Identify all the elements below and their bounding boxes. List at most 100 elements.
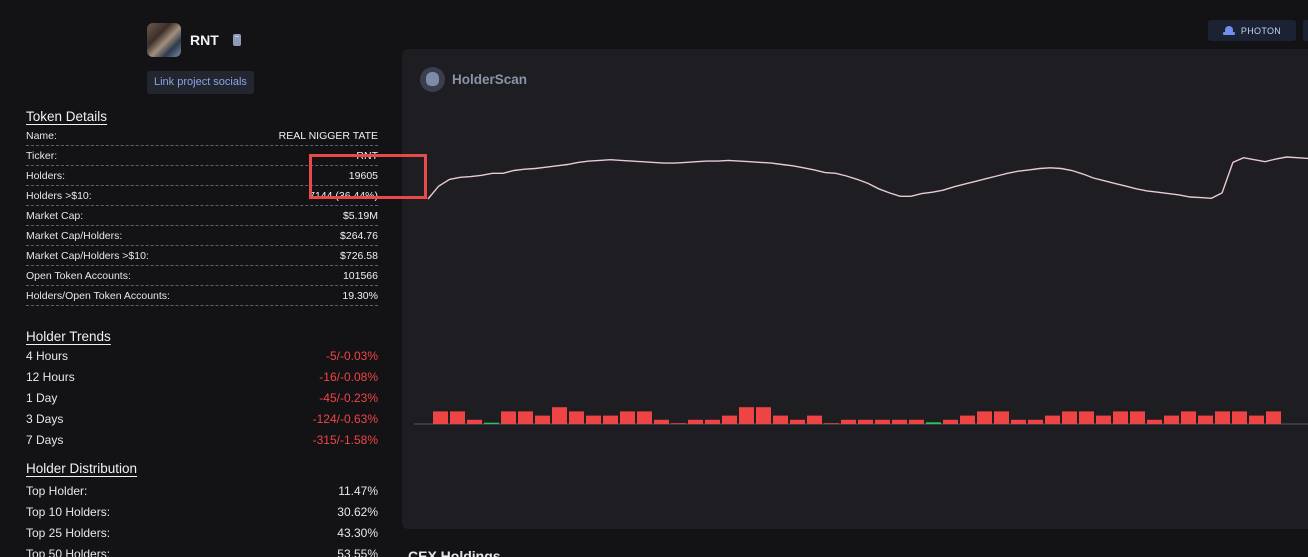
holder-change-bar[interactable] <box>807 415 822 424</box>
holder-change-bar[interactable] <box>977 411 992 424</box>
token-detail-label: Market Cap/Holders: <box>26 229 123 242</box>
holder-change-bar[interactable] <box>1249 415 1264 424</box>
holder-change-bar[interactable] <box>1028 419 1043 424</box>
holder-change-bar[interactable] <box>569 411 584 424</box>
holder-change-bar[interactable] <box>1147 419 1162 424</box>
holderscan-brand-text: HolderScan <box>452 72 528 87</box>
token-detail-label: Open Token Accounts: <box>26 269 131 282</box>
token-sidebar: Token Details Name: REAL NIGGER TATE Ticke… <box>26 108 378 557</box>
holder-change-bar[interactable] <box>552 407 567 424</box>
holder-change-bar[interactable] <box>535 415 550 424</box>
holder-change-bar[interactable] <box>1232 411 1247 424</box>
holder-change-bar[interactable] <box>943 419 958 424</box>
holder-change-bar[interactable] <box>688 419 703 424</box>
cex-holdings-title: CEX Holdings <box>408 548 501 557</box>
holder-change-bar[interactable] <box>518 411 533 424</box>
holder-change-bar[interactable] <box>705 419 720 424</box>
holder-change-bar[interactable] <box>433 411 448 424</box>
holder-change-bar[interactable] <box>960 415 975 424</box>
holder-change-bar[interactable] <box>1266 411 1281 424</box>
holder-change-bar[interactable] <box>875 419 890 424</box>
token-detail-row: Ticker: RNT <box>26 146 378 166</box>
holder-trend-row: 1 Day -45/-0.23% <box>26 388 378 409</box>
holder-change-bar[interactable] <box>1045 415 1060 424</box>
token-detail-value: $726.58 <box>340 249 378 262</box>
holder-change-bar[interactable] <box>1198 415 1213 424</box>
holder-change-bar[interactable] <box>637 411 652 424</box>
token-detail-row: Market Cap/Holders: $264.76 <box>26 226 378 246</box>
holder-trend-row: 4 Hours -5/-0.03% <box>26 346 378 367</box>
token-header: RNT <box>147 22 241 58</box>
token-detail-label: Market Cap: <box>26 209 84 222</box>
holder-change-bar[interactable] <box>858 419 873 424</box>
holder-distribution-label: Top 25 Holders: <box>26 526 111 540</box>
holder-distribution-row: Top Holder: 11.47% <box>26 481 378 502</box>
holder-change-bar[interactable] <box>1062 411 1077 424</box>
holder-change-bar[interactable] <box>1164 415 1179 424</box>
holder-change-bar[interactable] <box>450 411 465 424</box>
copy-icon[interactable] <box>232 34 241 46</box>
holder-trends-list: 4 Hours -5/-0.03% 12 Hours -16/-0.08% 1 Day -… <box>26 346 378 451</box>
holder-change-bar[interactable] <box>620 411 635 424</box>
token-detail-value: 19.30% <box>342 289 378 302</box>
token-detail-value: $5.19M <box>342 209 378 222</box>
token-detail-row: Name: REAL NIGGER TATE <box>26 126 378 146</box>
holder-change-bar[interactable] <box>1215 411 1230 424</box>
holder-change-bar[interactable] <box>722 415 737 424</box>
holder-chart-panel[interactable]: HolderScan <box>402 49 1308 529</box>
holder-change-bar[interactable] <box>773 415 788 424</box>
token-detail-label: Market Cap/Holders >$10: <box>26 249 149 262</box>
holder-distribution-value: 53.55% <box>337 547 378 557</box>
holder-chart[interactable] <box>402 49 1308 529</box>
holder-change-bar[interactable] <box>654 419 669 424</box>
holder-trend-count: -45 <box>319 391 337 405</box>
photon-button[interactable]: PHOTON <box>1208 20 1296 41</box>
holder-change-bar[interactable] <box>1130 411 1145 424</box>
holderscan-brand: HolderScan <box>420 67 527 92</box>
holder-change-bar[interactable] <box>1011 419 1026 424</box>
holder-change-bar[interactable] <box>892 419 907 424</box>
token-avatar[interactable] <box>147 23 181 57</box>
holder-trend-change: -16/-0.08% <box>319 370 378 384</box>
holder-trend-label: 3 Days <box>26 412 64 426</box>
holder-change-bar[interactable] <box>1113 411 1128 424</box>
holder-change-bar[interactable] <box>671 423 686 424</box>
holder-change-bar[interactable] <box>1181 411 1196 424</box>
holder-change-bar[interactable] <box>603 415 618 424</box>
holder-trend-pct: -0.23% <box>339 391 378 405</box>
holder-distribution-list: Top Holder: 11.47% Top 10 Holders: 30.62% To… <box>26 481 378 557</box>
holder-change-bar[interactable] <box>739 407 754 424</box>
link-socials-button[interactable]: Link project socials <box>147 71 254 94</box>
holder-distribution-label: Top 50 Holders: <box>26 547 111 557</box>
holder-trend-label: 1 Day <box>26 391 58 405</box>
holder-change-bar[interactable] <box>790 419 805 424</box>
holder-trends-title: Holder Trends <box>26 329 111 344</box>
holder-change-bar[interactable] <box>1096 415 1111 424</box>
holder-change-bar[interactable] <box>841 419 856 424</box>
holder-change-bar[interactable] <box>501 411 516 424</box>
holder-change-bar[interactable] <box>586 415 601 424</box>
holder-change-bar[interactable] <box>484 422 499 424</box>
token-detail-row: Holders: 19605 <box>26 166 378 186</box>
holder-change-bar[interactable] <box>926 422 941 424</box>
holder-distribution-value: 43.30% <box>337 526 378 540</box>
token-detail-value: REAL NIGGER TATE <box>278 129 378 142</box>
holder-distribution-label: Top 10 Holders: <box>26 505 111 519</box>
holder-change-bar[interactable] <box>824 423 839 424</box>
header-button-partial[interactable] <box>1303 20 1308 41</box>
holder-trend-pct: -1.58% <box>339 433 378 447</box>
holder-distribution-row: Top 25 Holders: 43.30% <box>26 523 378 544</box>
holder-change-bar[interactable] <box>909 419 924 424</box>
holder-change-bar[interactable] <box>756 407 771 424</box>
holderscan-logo-icon <box>420 67 445 92</box>
holder-change-bar[interactable] <box>1079 411 1094 424</box>
holder-change-bar[interactable] <box>467 419 482 424</box>
holder-change-bar[interactable] <box>994 411 1009 424</box>
token-details-list: Name: REAL NIGGER TATE Ticker: RNT Holders: 1… <box>26 126 378 306</box>
highlight-annotation <box>309 154 427 199</box>
holder-trend-change: -45/-0.23% <box>319 391 378 405</box>
token-detail-row: Open Token Accounts: 101566 <box>26 266 378 286</box>
holder-trend-change: -124/-0.63% <box>312 412 378 426</box>
token-detail-value: 101566 <box>342 269 378 282</box>
holder-trend-change: -315/-1.58% <box>312 433 378 447</box>
